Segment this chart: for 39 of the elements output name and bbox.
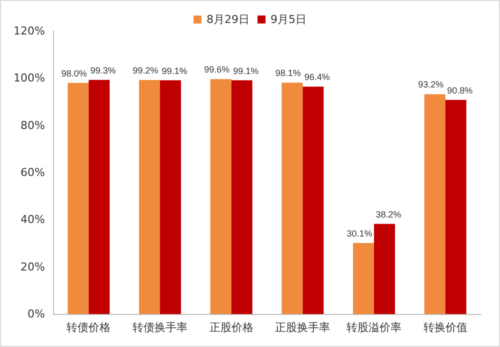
- bar: [302, 86, 324, 314]
- data-label: 30.1%: [346, 228, 372, 239]
- bar: [353, 243, 374, 314]
- x-tick-label: 正股换手率: [275, 321, 330, 334]
- data-label: 99.3%: [90, 65, 116, 76]
- bar: [374, 224, 395, 314]
- x-tick-label: 转债价格: [66, 321, 111, 334]
- data-label: 93.2%: [418, 80, 444, 90]
- y-tick-label: 0%: [28, 308, 45, 320]
- data-label: 98.1%: [275, 68, 301, 78]
- bar: [139, 80, 160, 314]
- data-label: 98.0%: [61, 68, 87, 78]
- bar: [88, 80, 110, 314]
- bar: [424, 94, 446, 314]
- bar: [160, 80, 181, 314]
- bar: [231, 80, 252, 314]
- y-tick-label: 60%: [20, 166, 45, 179]
- bar: [210, 79, 232, 314]
- data-label: 99.6%: [204, 64, 230, 75]
- bar: [282, 82, 303, 314]
- bar: [445, 100, 466, 314]
- data-label: 99.2%: [132, 66, 158, 76]
- x-tick-label: 转换价值: [423, 321, 468, 334]
- legend-label: 9月5日: [270, 13, 306, 26]
- legend-label: 8月29日: [206, 13, 250, 26]
- y-tick-label: 100%: [14, 72, 45, 85]
- data-label: 99.1%: [162, 66, 188, 76]
- bar: [68, 82, 89, 314]
- y-tick-label: 80%: [20, 118, 45, 132]
- y-tick-label: 20%: [20, 260, 45, 274]
- data-label: 90.8%: [447, 85, 473, 96]
- y-tick-label: 120%: [14, 24, 45, 38]
- y-tick-label: 40%: [20, 213, 45, 226]
- data-label: 38.2%: [376, 209, 402, 220]
- x-tick-label: 转债换手率: [132, 321, 188, 334]
- x-tick-label: 转股溢价率: [346, 321, 402, 334]
- x-tick-label: 正股价格: [209, 321, 254, 334]
- data-label: 96.4%: [304, 72, 330, 82]
- data-label: 99.1%: [233, 66, 259, 76]
